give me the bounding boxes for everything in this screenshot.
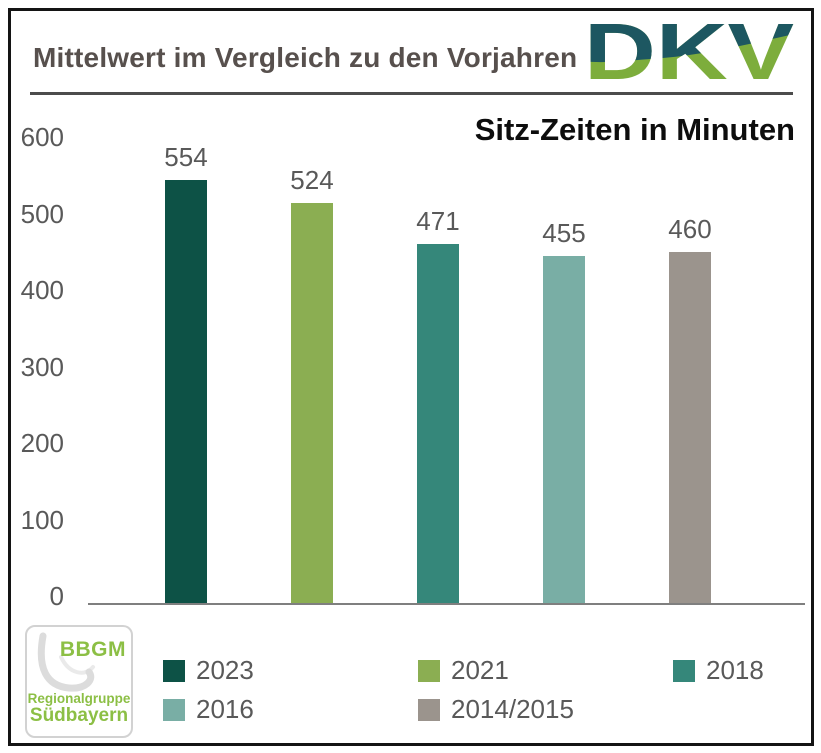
y-tick-label: 500 xyxy=(20,198,64,229)
legend-label: 2016 xyxy=(196,694,254,724)
y-tick-label: 600 xyxy=(20,122,64,152)
legend-swatch-2018 xyxy=(673,660,695,682)
legend-label: 2014/2015 xyxy=(451,694,574,724)
header-separator xyxy=(30,92,793,95)
bbgm-swoosh-icon xyxy=(37,632,95,692)
bar-value-label: 524 xyxy=(290,165,334,195)
legend-label: 2021 xyxy=(451,655,509,685)
bar-2016 xyxy=(543,256,585,604)
bar-2018 xyxy=(417,244,459,604)
y-tick-label: 200 xyxy=(20,428,64,458)
bar-value-label: 471 xyxy=(416,206,460,236)
bbgm-logo: BBGM Regionalgruppe Südbayern xyxy=(25,625,133,738)
legend-swatch-2021 xyxy=(418,660,440,682)
bbgm-area-label: Südbayern xyxy=(29,705,129,726)
legend-label: 2018 xyxy=(706,655,764,685)
bar-2014/2015 xyxy=(669,252,711,604)
y-tick-label: 0 xyxy=(49,581,64,611)
bar-value-label: 455 xyxy=(542,218,586,248)
dkv-logo-text-green: DKV xyxy=(584,20,794,82)
bar-value-label: 460 xyxy=(668,214,712,244)
bar-2021 xyxy=(291,203,333,604)
chart-title: Sitz-Zeiten in Minuten xyxy=(474,112,795,147)
y-tick-label: 400 xyxy=(20,275,64,305)
bbgm-region-label: Regionalgruppe xyxy=(27,691,131,706)
dkv-logo: DKV DKV xyxy=(584,20,794,82)
bar-value-label: 554 xyxy=(164,142,208,172)
y-tick-label: 100 xyxy=(20,504,64,535)
y-tick-label: 300 xyxy=(20,351,64,382)
legend-swatch-2014/2015 xyxy=(418,699,440,721)
bar-2023 xyxy=(165,180,207,604)
legend-swatch-2023 xyxy=(163,660,185,682)
x-axis-line xyxy=(88,603,805,605)
legend-swatch-2016 xyxy=(163,699,185,721)
legend-label: 2023 xyxy=(196,655,254,685)
bbgm-name: BBGM xyxy=(59,638,126,661)
page-title: Mittelwert im Vergleich zu den Vorjahren xyxy=(33,42,578,73)
